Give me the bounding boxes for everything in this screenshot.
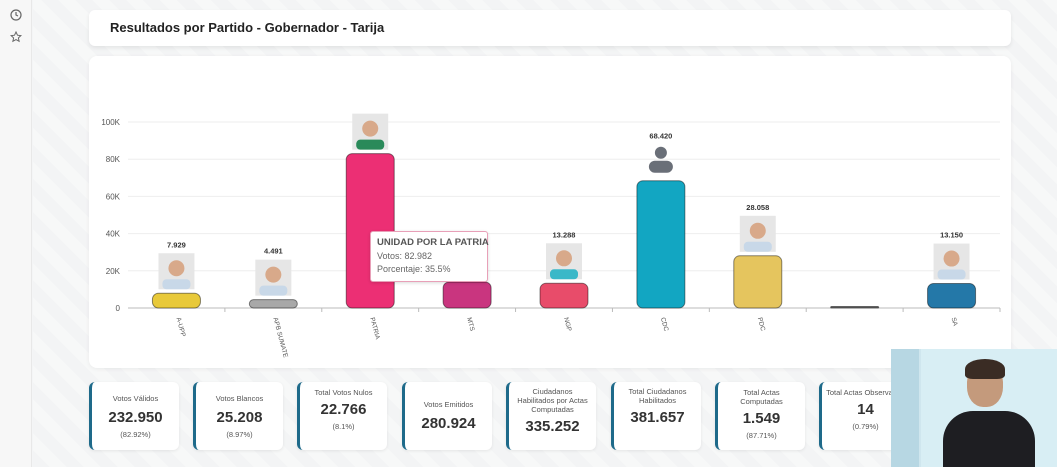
stat-percent: (0.79%) (852, 422, 879, 431)
stat-card: Total Votos Nulos 22.766 (8.1%) (297, 382, 387, 450)
candidate-face (362, 120, 379, 137)
x-tick-label: APB SUMATE (271, 317, 289, 359)
star-icon[interactable] (9, 30, 23, 45)
stat-label: Total Actas Observadas (826, 388, 905, 397)
stat-label: Total Votos Nulos (314, 388, 373, 397)
y-tick-label: 100K (101, 118, 120, 127)
x-tick-label: MTS (465, 317, 475, 333)
data-label: 68.420 (649, 132, 672, 141)
stat-card: Votos Emitidos 280.924 (402, 382, 492, 450)
y-tick-label: 80K (106, 155, 121, 164)
tooltip-title: UNIDAD POR LA PATRIA (377, 237, 489, 248)
candidate-face (265, 266, 282, 283)
bar-a-upp (151, 292, 201, 309)
stat-label: Votos Emitidos (423, 400, 474, 409)
stat-value: 335.252 (525, 418, 580, 435)
candidate-shirt (937, 269, 966, 280)
x-tick-label: A-UPP (175, 317, 187, 338)
stat-label: Votos Blancos (215, 394, 264, 403)
tooltip-votes: Votos: 82.982 (377, 251, 433, 261)
stat-label: Total Ciudadanos Habilitados (628, 387, 687, 405)
y-tick-label: 20K (106, 267, 121, 276)
sign-language-video (891, 349, 1057, 467)
bar-sa (927, 283, 977, 309)
candidate-shirt (550, 269, 578, 280)
stat-label: Ciudadanos Habilitados por Actas Computa… (517, 387, 588, 414)
candidate-shirt (743, 241, 772, 252)
bar-ngp (539, 282, 589, 309)
stat-value: 381.657 (630, 409, 685, 426)
stat-value: 232.950 (108, 409, 163, 426)
stat-card: Votos Válidos 232.950 (82.92%) (89, 382, 179, 450)
bar-chart: 0 20K 40K 60K 80K 100K 7.929 A-UPP 4.491 APB SUMA… (101, 113, 1001, 359)
bar-mts (442, 281, 492, 309)
data-label: 28.058 (746, 203, 769, 212)
candidate-shirt (162, 279, 191, 290)
bar-pdc (733, 255, 783, 309)
person-placeholder-body (648, 160, 673, 173)
bar-cdc (636, 180, 686, 309)
bar-blank (830, 306, 880, 309)
x-tick-label: SA (950, 317, 959, 328)
data-label: 4.491 (264, 247, 283, 256)
page-title: Resultados por Partido - Gobernador - Ta… (110, 20, 385, 35)
stat-label: Votos Válidos (112, 394, 159, 403)
stat-value: 22.766 (320, 401, 367, 418)
data-label: 7.929 (167, 240, 186, 249)
clock-icon[interactable] (9, 9, 23, 23)
sidebar (0, 0, 32, 467)
stat-value: 14 (857, 401, 874, 418)
data-label: 13.288 (553, 230, 576, 239)
x-tick-label: NGP (562, 317, 572, 332)
candidate-shirt (259, 285, 288, 296)
candidate-face (168, 260, 185, 277)
tooltip-percent: Porcentaje: 35.5% (377, 264, 451, 274)
candidate-shirt (356, 139, 385, 150)
x-tick-label: CDC (659, 317, 669, 333)
stat-value: 1.549 (742, 410, 781, 427)
chart-card (89, 56, 1011, 368)
candidate-face (943, 250, 960, 267)
interpreter-body (943, 411, 1035, 467)
candidate-face (749, 222, 766, 239)
data-label: 13.150 (940, 231, 963, 240)
x-tick-label: PATRIA (368, 317, 381, 341)
x-tick-label: PDC (756, 317, 766, 332)
stat-card: Total Actas Computadas 1.549 (87.71%) (715, 382, 805, 450)
stat-card: Ciudadanos Habilitados por Actas Computa… (506, 382, 596, 450)
stat-percent: (8.97%) (226, 430, 253, 439)
y-tick-label: 0 (116, 304, 121, 313)
person-placeholder-icon (654, 146, 667, 159)
stat-label: Total Actas Computadas (740, 388, 783, 406)
stat-percent: (82.92%) (120, 430, 151, 439)
title-card: Resultados por Partido - Gobernador - Ta… (89, 10, 1011, 46)
stat-value: 280.924 (421, 415, 476, 432)
chart-tooltip: UNIDAD POR LA PATRIA Votos: 82.982 Porce… (370, 231, 489, 282)
stat-value: 25.208 (216, 409, 263, 426)
stat-card: Votos Blancos 25.208 (8.97%) (193, 382, 283, 450)
stat-percent: (8.1%) (332, 422, 355, 431)
candidate-face (556, 250, 572, 267)
bar-apb-sumate (248, 299, 298, 309)
y-tick-label: 60K (106, 192, 121, 201)
stat-percent: (87.71%) (746, 431, 777, 440)
y-tick-label: 40K (106, 230, 121, 239)
stat-card: Total Ciudadanos Habilitados 381.657 (611, 382, 701, 450)
